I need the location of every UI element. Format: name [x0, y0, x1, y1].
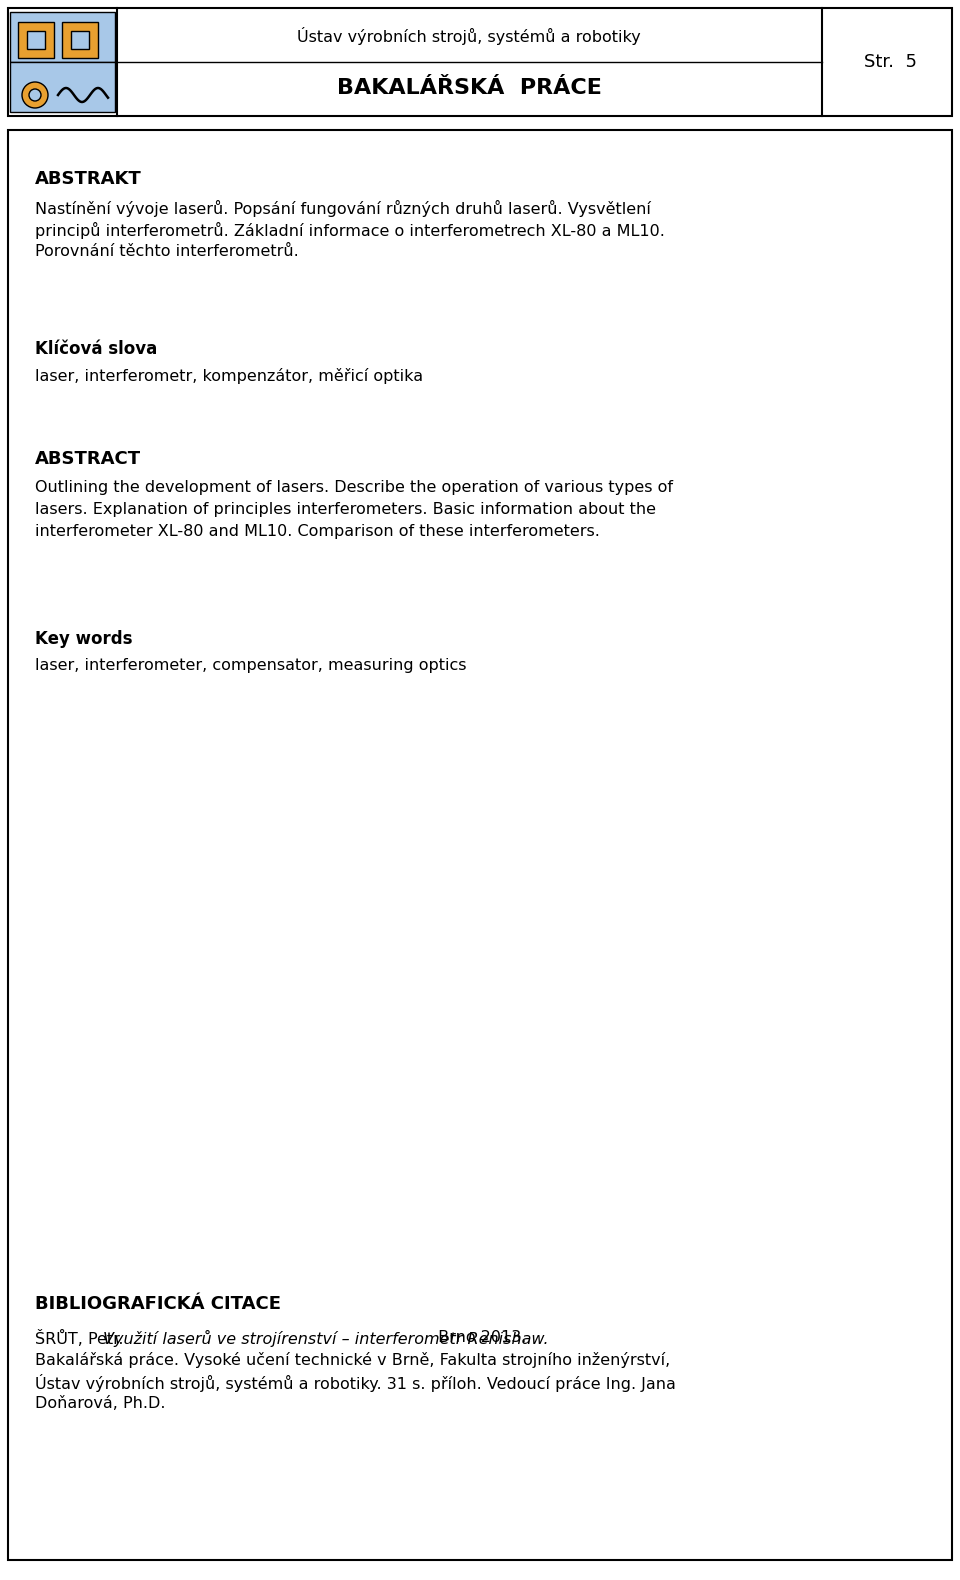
Text: Str.  5: Str. 5: [865, 54, 918, 71]
Text: principů interferometrů. Základní informace o interferometrech XL-80 a ML10.: principů interferometrů. Základní inform…: [35, 223, 665, 239]
Text: ABSTRACT: ABSTRACT: [35, 450, 141, 468]
Text: Doňarová, Ph.D.: Doňarová, Ph.D.: [35, 1397, 165, 1411]
Text: ŠRŮT, Petr.: ŠRŮT, Petr.: [35, 1330, 129, 1348]
Text: BAKALÁŘSKÁ  PRÁCE: BAKALÁŘSKÁ PRÁCE: [337, 77, 601, 98]
Bar: [10, 13, 115, 62]
Text: lasers. Explanation of principles interferometers. Basic information about the: lasers. Explanation of principles interf…: [35, 502, 656, 517]
Text: ABSTRAKT: ABSTRAKT: [35, 171, 142, 188]
Text: Nastínění vývoje laserů. Popsání fungování různých druhů laserů. Vysvětlení: Nastínění vývoje laserů. Popsání fungová…: [35, 201, 651, 216]
Bar: [62, 22, 98, 58]
Circle shape: [22, 82, 48, 107]
Text: Ústav výrobních strojů, systémů a robotiky: Ústav výrobních strojů, systémů a roboti…: [298, 27, 641, 44]
Bar: [10, 62, 115, 112]
Text: BIBLIOGRAFICKÁ CITACE: BIBLIOGRAFICKÁ CITACE: [35, 1296, 281, 1313]
Bar: [71, 32, 89, 49]
Text: Ústav výrobních strojů, systémů a robotiky. 31 s. příloh. Vedoucí práce Ing. Jan: Ústav výrobních strojů, systémů a roboti…: [35, 1375, 676, 1392]
Text: Klíčová slova: Klíčová slova: [35, 340, 157, 359]
Bar: [8, 8, 952, 115]
Text: laser, interferometer, compensator, measuring optics: laser, interferometer, compensator, meas…: [35, 657, 467, 673]
Bar: [18, 22, 54, 58]
Text: interferometer XL-80 and ML10. Comparison of these interferometers.: interferometer XL-80 and ML10. Compariso…: [35, 525, 600, 539]
Text: Outlining the development of lasers. Describe the operation of various types of: Outlining the development of lasers. Des…: [35, 480, 673, 495]
Text: laser, interferometr, kompenzátor, měřicí optika: laser, interferometr, kompenzátor, měřic…: [35, 368, 423, 384]
Bar: [27, 32, 45, 49]
Circle shape: [29, 88, 41, 101]
Text: Využití laserů ve strojírenství – interferometr Renishaw.: Využití laserů ve strojírenství – interf…: [103, 1330, 548, 1348]
Text: Key words: Key words: [35, 630, 132, 648]
Text: Bakalářská práce. Vysoké učení technické v Brně, Fakulta strojního inženýrství,: Bakalářská práce. Vysoké učení technické…: [35, 1352, 670, 1368]
Text: Brno 2013.: Brno 2013.: [433, 1330, 526, 1345]
Text: Porovnání těchto interferometrů.: Porovnání těchto interferometrů.: [35, 243, 299, 259]
